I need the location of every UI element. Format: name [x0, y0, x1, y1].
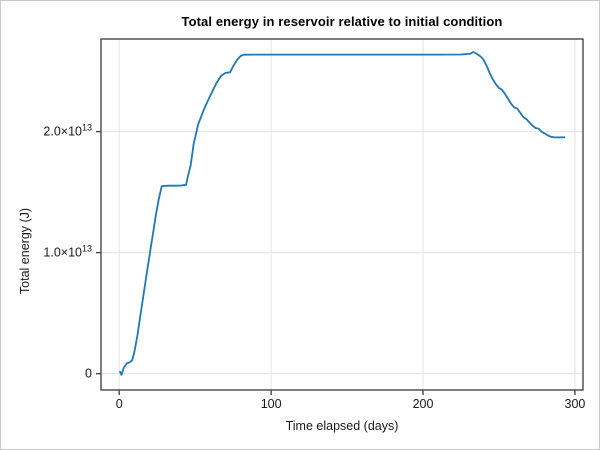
y-tick-label: 1.0×1013: [43, 244, 92, 260]
y-tick-label: 0: [85, 367, 92, 381]
y-axis-label: Total energy (J): [18, 207, 32, 295]
x-axis-label: Time elapsed (days): [285, 419, 399, 433]
y-tick-label: 2.0×1013: [43, 123, 92, 139]
y-axis-label-container: Total energy (J): [15, 1, 35, 449]
chart-title: Total energy in reservoir relative to in…: [181, 14, 503, 29]
x-tick-label: 0: [116, 397, 123, 411]
x-tick-label: 100: [261, 397, 282, 411]
energy-series-line: [119, 51, 566, 376]
x-tick-label: 300: [565, 397, 586, 411]
plot-border: [100, 38, 584, 391]
x-tick-label: 200: [413, 397, 434, 411]
